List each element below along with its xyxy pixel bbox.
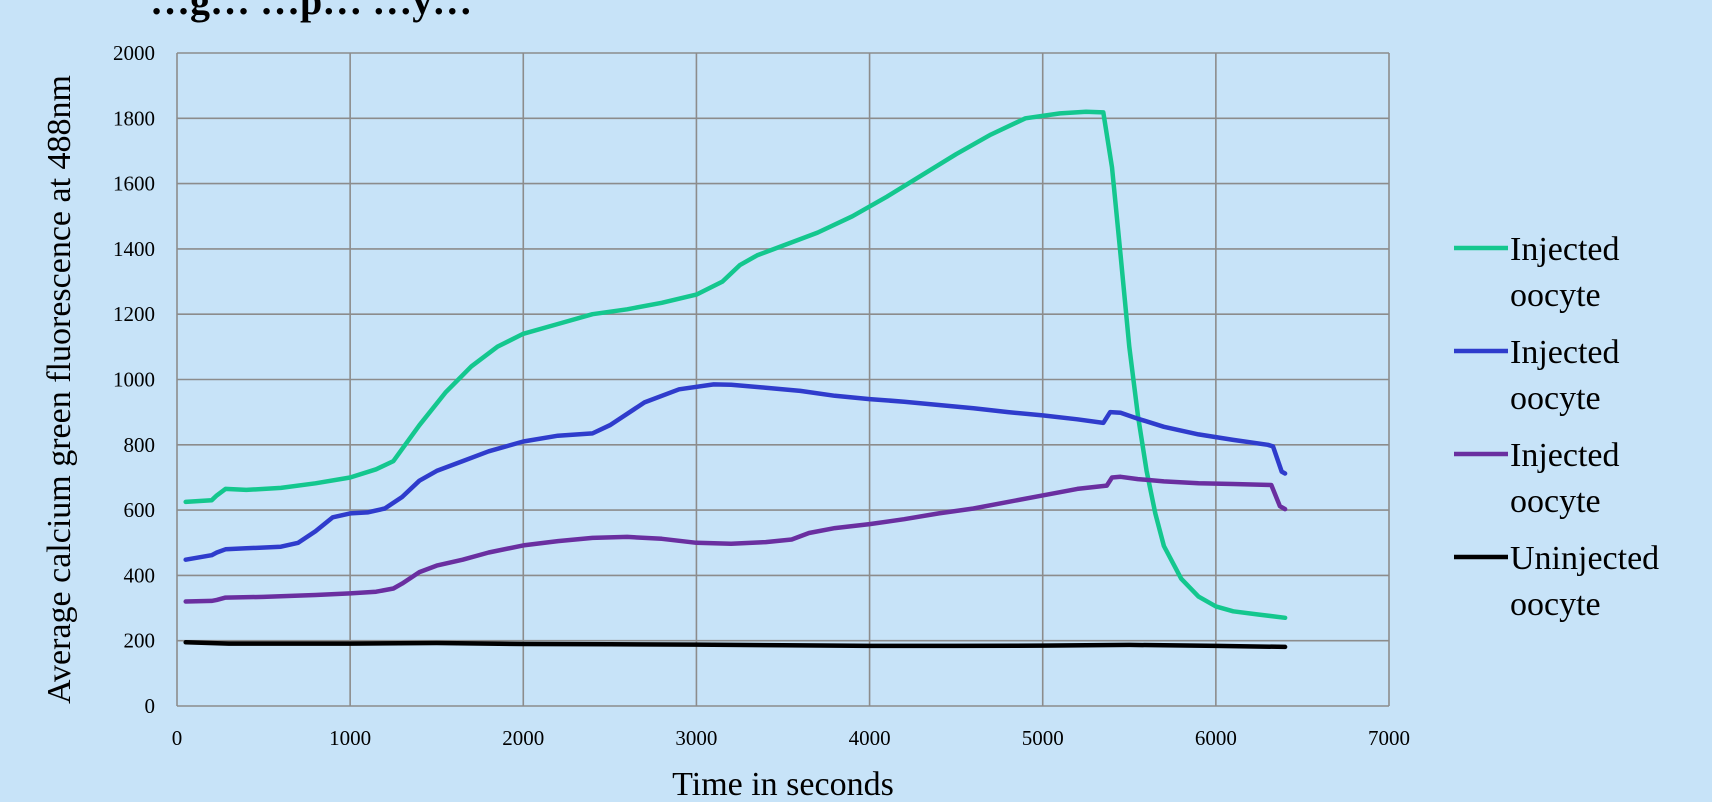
legend-item-2: Injected oocyte xyxy=(1454,334,1620,417)
series-line-2 xyxy=(183,382,1288,562)
legend-label: Injected oocyte xyxy=(1510,231,1620,314)
y-tick-label: 1000 xyxy=(113,368,155,392)
y-tick-label: 600 xyxy=(124,498,156,522)
x-tick-label: 4000 xyxy=(849,726,891,750)
legend: Injected oocyte Injected oocyte Injected oocy… xyxy=(1454,231,1659,623)
legend-label: Uninjected oocyte xyxy=(1510,540,1659,623)
chart-title: …g… …p… …y… xyxy=(150,0,472,23)
series-line-1 xyxy=(183,109,1288,621)
y-tick-label: 1400 xyxy=(113,237,155,261)
x-tick-label: 5000 xyxy=(1022,726,1064,750)
y-tick-label: 0 xyxy=(145,694,156,718)
series-lines xyxy=(183,109,1288,650)
x-tick-label: 6000 xyxy=(1195,726,1237,750)
series-line-4 xyxy=(183,640,1288,650)
legend-item-3: Injected oocyte xyxy=(1454,437,1620,520)
x-tick-label: 2000 xyxy=(502,726,544,750)
legend-item-1: Injected oocyte xyxy=(1454,231,1620,314)
legend-label: Injected oocyte xyxy=(1510,437,1620,520)
legend-item-4: Uninjected oocyte xyxy=(1454,540,1659,623)
y-tick-label: 400 xyxy=(124,563,156,587)
x-tick-label: 3000 xyxy=(675,726,717,750)
y-tick-label: 2000 xyxy=(113,41,155,65)
y-tick-label: 1600 xyxy=(113,172,155,196)
legend-label: Injected oocyte xyxy=(1510,334,1620,417)
x-tick-label: 0 xyxy=(172,726,183,750)
y-tick-label: 1800 xyxy=(113,106,155,130)
tick-labels: 0 200 400 600 800 1000 1200 1400 1600 1800 2000 0 10… xyxy=(113,41,1410,750)
grid xyxy=(176,52,1390,707)
y-axis-title: Average calcium green fluorescence at 48… xyxy=(41,75,78,704)
series-line-3 xyxy=(183,474,1288,604)
y-tick-label: 800 xyxy=(124,433,156,457)
x-axis-title: Time in seconds xyxy=(672,766,894,802)
x-tick-label: 1000 xyxy=(329,726,371,750)
y-tick-label: 1200 xyxy=(113,302,155,326)
y-tick-label: 200 xyxy=(124,629,156,653)
x-tick-label: 7000 xyxy=(1368,726,1410,750)
